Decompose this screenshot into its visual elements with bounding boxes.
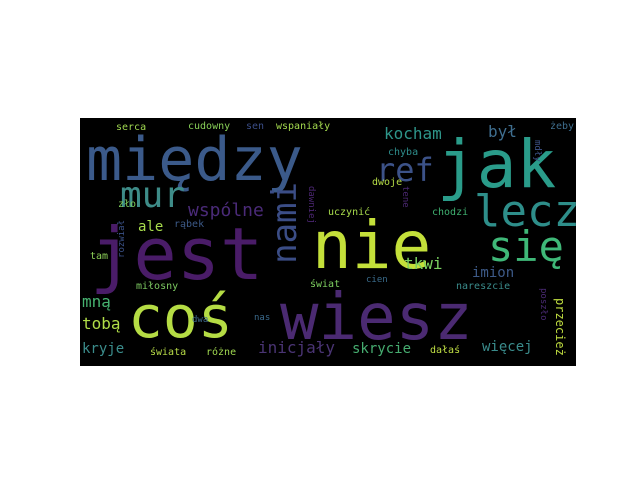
word: nami: [265, 182, 305, 264]
word: rąbek: [174, 219, 205, 230]
word: chyba: [388, 147, 419, 158]
word: jak: [437, 126, 557, 203]
word: dwa: [192, 315, 209, 325]
word: chodzi: [432, 207, 469, 218]
word: wspólne: [188, 200, 264, 221]
word-cloud: między jak jest nie coś wiesz lecz się m…: [80, 118, 576, 366]
word: ale: [138, 219, 164, 235]
word: był: [488, 122, 517, 141]
word: dawniej: [306, 186, 316, 224]
word: więcej: [482, 339, 533, 355]
word: nas: [254, 313, 271, 323]
word: wiesz: [280, 281, 473, 355]
word: mur: [120, 175, 186, 216]
word: tobą: [82, 314, 121, 333]
word: tkwi: [404, 254, 443, 273]
word: mną: [82, 292, 111, 311]
word: poszło: [538, 288, 548, 321]
word: dwoje: [372, 177, 403, 188]
word: miłosny: [136, 281, 179, 292]
word: jest: [90, 212, 264, 296]
word: zło: [118, 199, 137, 210]
word: się: [488, 222, 564, 271]
word: cien: [366, 275, 388, 285]
word: między: [86, 125, 303, 195]
word: lecz: [474, 186, 576, 237]
word: sen: [246, 121, 265, 132]
word: skrycie: [352, 341, 412, 357]
word: dałaś: [430, 345, 461, 356]
word: imion: [472, 265, 515, 281]
word: tam: [90, 251, 109, 262]
word: kocham: [384, 124, 442, 143]
word: rozwiał: [117, 220, 127, 258]
word: nie: [312, 207, 432, 284]
word: kryje: [82, 341, 125, 357]
word: uczynić: [328, 207, 371, 218]
word: cudowny: [188, 121, 231, 132]
word: ref: [376, 151, 434, 189]
word: wspaniały: [276, 121, 331, 132]
word: inicjały: [258, 338, 336, 357]
word: żeby: [550, 121, 575, 132]
word: coś: [128, 283, 233, 351]
word: mdły: [532, 140, 542, 162]
word: świat: [310, 279, 341, 290]
word: nareszcie: [456, 281, 511, 292]
word: świata: [150, 347, 187, 358]
word: serca: [116, 122, 147, 133]
word: różne: [206, 347, 237, 358]
word: przecież: [553, 298, 567, 356]
word: tene: [400, 186, 410, 208]
